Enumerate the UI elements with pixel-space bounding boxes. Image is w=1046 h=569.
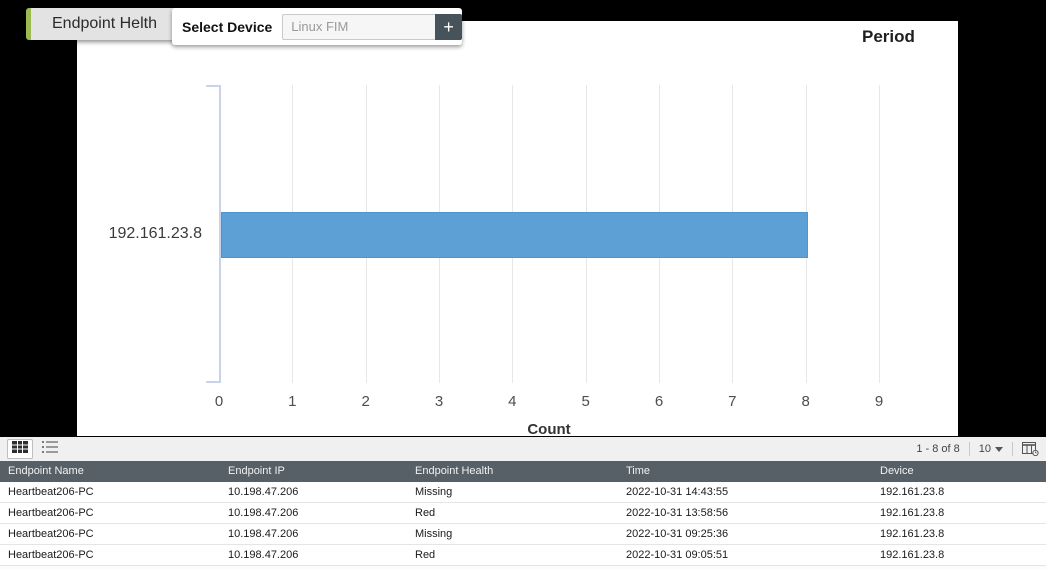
table-row[interactable]: Heartbeat206-PC 10.198.47.206 Missing 2022-…: [0, 482, 1046, 503]
table-row[interactable]: Heartbeat206-PC 10.198.47.206 Red 2022-10-3…: [0, 545, 1046, 566]
x-tick-label: 5: [581, 393, 590, 410]
table-cell: 192.161.23.8: [880, 486, 945, 498]
table-cell: Heartbeat206-PC: [8, 486, 94, 498]
x-tick-label: 1: [288, 393, 297, 410]
table-cell: Red: [415, 549, 436, 561]
column-header[interactable]: Endpoint Name: [8, 465, 84, 477]
gridline: [879, 85, 880, 383]
table-cell: 10.198.47.206: [228, 549, 299, 561]
column-header[interactable]: Endpoint Health: [415, 465, 494, 477]
table-view-icon: [12, 440, 28, 458]
table-row[interactable]: Heartbeat206-PC 10.198.47.206 Red 2022-10-3…: [0, 503, 1046, 524]
list-view-icon: [42, 440, 58, 458]
chevron-down-icon: [995, 446, 1003, 452]
plot-area: 192.161.23.8 0 1 2 3 4 5 6 7 8 9 Count: [109, 85, 883, 438]
bar-192-161-23-8[interactable]: [221, 212, 808, 258]
x-tick-label: 7: [728, 393, 737, 410]
divider: [968, 442, 970, 456]
page-size-value: 10: [978, 443, 991, 455]
table-cell: Heartbeat206-PC: [8, 528, 94, 540]
table-cell: 10.198.47.206: [228, 507, 299, 519]
device-input[interactable]: [282, 13, 436, 40]
list-view-button[interactable]: [37, 439, 63, 459]
x-tick-label: 3: [434, 393, 444, 410]
table-cell: 10.198.47.206: [228, 528, 299, 540]
table-toolbar: 1 - 8 of 8 10: [0, 437, 1046, 461]
y-axis-top-cap: [206, 85, 220, 87]
table-row[interactable]: Heartbeat206-PC 10.198.47.206 Missing 2022-…: [0, 524, 1046, 545]
x-tick-label: 9: [874, 393, 884, 410]
table-cell: 192.161.23.8: [880, 549, 945, 561]
column-header[interactable]: Endpoint IP: [228, 465, 285, 477]
column-header[interactable]: Time: [626, 465, 651, 477]
divider: [1012, 442, 1013, 456]
table-section: 1 - 8 of 8 10 Endpoint Name Endpoint IP En…: [0, 437, 1046, 569]
chart-panel: Period 192.161.23.8 0 1 2 3 4 5 6 7 8 9 Count: [77, 21, 958, 438]
tab-endpoint-health[interactable]: Endpoint Helth: [26, 8, 178, 40]
table-cell: 2022-10-31 09:25:36: [626, 528, 729, 540]
y-axis-bottom-cap: [206, 381, 220, 383]
x-tick-label: 2: [361, 393, 370, 410]
y-axis-category-label: 192.161.23.8: [108, 225, 202, 242]
pagination: 1 - 8 of 8 10: [916, 442, 1039, 456]
x-axis-title: Count: [527, 421, 571, 438]
x-tick-label: 8: [801, 393, 810, 410]
table-cell: 2022-10-31 13:58:56: [626, 507, 729, 519]
device-selector: Select Device +: [172, 8, 462, 45]
table-cell: Heartbeat206-PC: [8, 549, 94, 561]
x-tick-label: 4: [508, 393, 517, 410]
x-tick-label: 0: [214, 393, 224, 410]
table-cell: 2022-10-31 09:05:51: [626, 549, 729, 561]
page-size-dropdown[interactable]: 10: [979, 443, 1003, 455]
x-tick-label: 6: [654, 393, 664, 410]
view-toggle: [7, 439, 63, 459]
table-bottom-edge: [0, 566, 1046, 569]
table-cell: 192.161.23.8: [880, 507, 945, 519]
column-chooser-icon[interactable]: [1022, 442, 1039, 456]
table-body: Heartbeat206-PC 10.198.47.206 Missing 2022-…: [0, 482, 1046, 566]
add-device-button[interactable]: +: [435, 13, 462, 40]
table-header: Endpoint Name Endpoint IP Endpoint Health T…: [0, 461, 1046, 482]
table-cell: Heartbeat206-PC: [8, 507, 94, 519]
table-view-button[interactable]: [7, 439, 33, 459]
table-cell: 192.161.23.8: [880, 528, 945, 540]
table-cell: Missing: [415, 528, 453, 540]
y-axis-line: [219, 85, 221, 383]
pagination-range: 1 - 8 of 8: [916, 443, 960, 455]
table-cell: 10.198.47.206: [228, 486, 299, 498]
period-label: Period: [862, 27, 915, 46]
table-cell: 2022-10-31 14:43:55: [626, 486, 729, 498]
table-cell: Missing: [415, 486, 453, 498]
select-device-label: Select Device: [182, 18, 273, 35]
column-header[interactable]: Device: [880, 465, 914, 477]
table-cell: Red: [415, 507, 436, 519]
tab-label: Endpoint Helth: [52, 15, 157, 32]
